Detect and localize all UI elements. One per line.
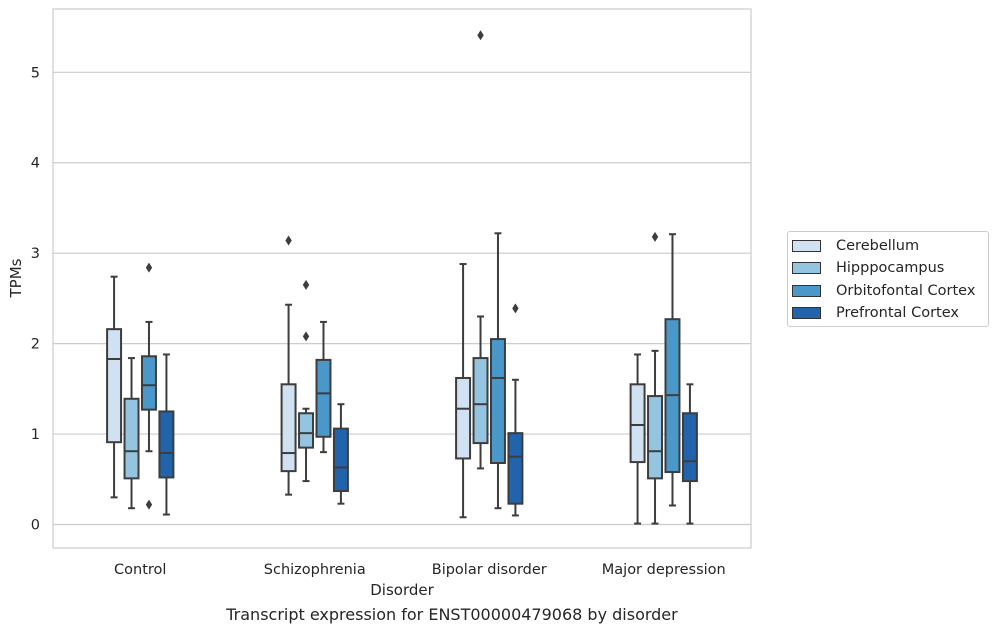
box-group xyxy=(280,235,297,496)
legend-item-hippocampus: Hipppocampus xyxy=(792,259,944,277)
outlier-point xyxy=(302,331,310,342)
box xyxy=(507,432,524,505)
y-tick-label: 1 xyxy=(31,427,40,443)
box-group xyxy=(629,353,646,525)
box xyxy=(332,427,349,493)
box xyxy=(489,338,506,464)
legend-label: Hipppocampus xyxy=(836,260,945,276)
box xyxy=(472,357,489,445)
chart-caption: Transcript expression for ENST0000047906… xyxy=(226,605,678,624)
y-tick-label: 5 xyxy=(31,65,40,81)
x-axis-label: Disorder xyxy=(370,581,434,599)
outlier-point xyxy=(145,499,153,510)
box xyxy=(681,412,698,483)
legend-label: Prefrontal Cortex xyxy=(836,305,959,321)
y-tick-label: 4 xyxy=(31,156,40,172)
legend-label: Orbitofontal Cortex xyxy=(836,283,976,299)
box-group xyxy=(140,262,157,510)
y-tick-label: 3 xyxy=(31,246,40,262)
legend-label: Cerebellum xyxy=(836,238,920,254)
y-tick-label: 2 xyxy=(31,337,40,353)
box-group xyxy=(106,275,123,499)
box xyxy=(158,410,175,479)
box-group xyxy=(332,403,349,505)
outlier-point xyxy=(651,231,659,242)
box xyxy=(298,412,315,449)
x-tick-label: Control xyxy=(114,562,166,578)
box-group xyxy=(664,233,681,507)
legend-item-cerebellum: Cerebellum xyxy=(792,237,919,255)
box-group xyxy=(123,357,140,510)
box-group xyxy=(298,279,315,483)
x-tick-label: Schizophrenia xyxy=(264,562,366,578)
x-tick-labels: Control Schizophrenia Bipolar disorder Majo… xyxy=(114,562,726,578)
box-groups xyxy=(106,30,698,525)
legend-item-prefrontal: Prefrontal Cortex xyxy=(792,304,959,322)
box xyxy=(106,328,123,444)
outlier-point xyxy=(302,279,310,290)
box xyxy=(315,358,332,438)
y-tick-labels: 0 1 2 3 4 5 xyxy=(31,65,40,533)
legend-item-orbitofrontal: Orbitofontal Cortex xyxy=(792,282,975,300)
outlier-point xyxy=(477,30,484,41)
x-tick-label: Bipolar disorder xyxy=(432,562,547,578)
box-group xyxy=(472,30,489,470)
box xyxy=(140,355,157,411)
box xyxy=(629,383,646,464)
box-group xyxy=(647,231,664,525)
box-group xyxy=(315,320,332,454)
y-axis-label: TPMs xyxy=(7,258,25,298)
outlier-point xyxy=(512,303,519,314)
box-group xyxy=(455,263,472,519)
box-group xyxy=(158,353,175,516)
x-tick-label: Major depression xyxy=(602,562,726,578)
box xyxy=(123,397,140,480)
plot-area xyxy=(52,8,752,549)
legend-swatch xyxy=(792,307,821,319)
box-group xyxy=(489,232,506,510)
legend-swatch xyxy=(792,285,821,297)
box xyxy=(280,383,297,473)
outlier-point xyxy=(145,262,153,273)
box xyxy=(647,395,664,480)
box-group xyxy=(681,383,698,525)
y-tick-label: 0 xyxy=(31,517,40,533)
legend-swatch xyxy=(792,240,821,252)
box-group xyxy=(507,303,524,517)
outlier-point xyxy=(285,235,292,246)
legend: Cerebellum Hipppocampus Orbitofontal Cor… xyxy=(787,231,989,327)
box xyxy=(455,376,472,460)
legend-swatch xyxy=(792,262,821,274)
